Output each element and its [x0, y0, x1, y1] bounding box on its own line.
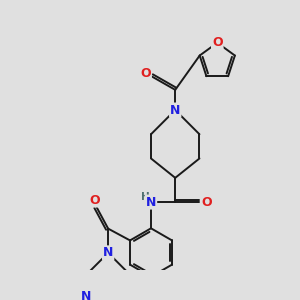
Text: O: O [202, 196, 212, 208]
Text: N: N [103, 246, 113, 260]
Text: O: O [140, 67, 151, 80]
Text: N: N [146, 196, 156, 208]
Text: O: O [89, 194, 100, 206]
Text: O: O [212, 36, 223, 49]
Text: N: N [81, 290, 92, 300]
Text: H: H [141, 192, 149, 202]
Text: N: N [170, 103, 180, 116]
